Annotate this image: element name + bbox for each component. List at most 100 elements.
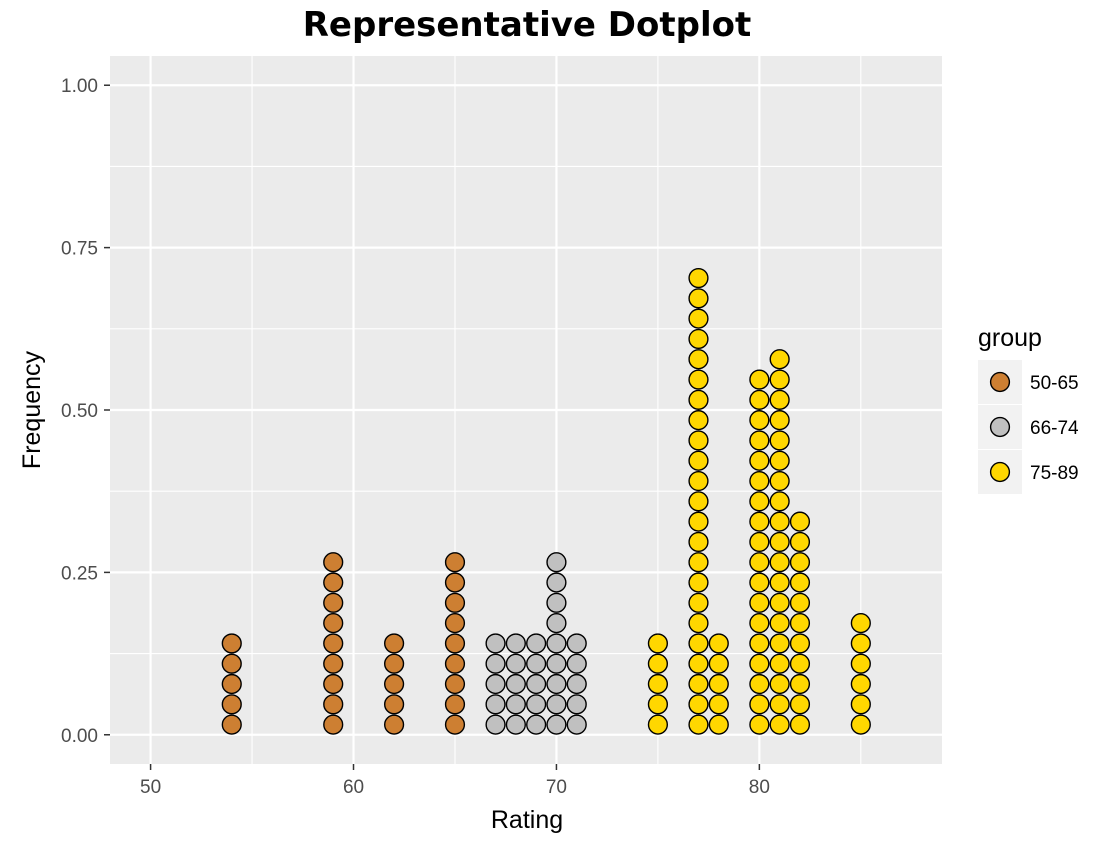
dot [769,613,790,634]
dot [749,694,770,715]
dot [769,653,790,674]
dot [769,491,790,512]
dot [566,653,587,674]
dot [647,714,669,735]
dot [749,673,770,695]
dot [688,633,709,654]
x-tick-label: 60 [343,777,364,798]
legend: group 50-65 66-74 75-89 [978,324,1079,494]
dot [769,592,790,613]
dot [505,714,526,735]
dot [566,714,587,735]
dot [688,328,709,350]
legend-label: 50-65 [1030,373,1079,394]
dot [688,410,709,431]
dot [769,470,790,492]
dot [383,653,405,674]
dot [323,572,344,593]
dot [850,633,871,654]
x-tick-label: 50 [140,777,161,798]
dot [749,389,770,410]
dot [444,653,466,674]
dot [546,552,567,573]
dot [647,673,669,695]
dot [850,613,871,634]
dot [789,572,811,593]
dot [769,714,790,735]
dot [566,633,587,654]
y-axis-title: Frequency [18,350,46,469]
dot [749,572,770,593]
dot [769,450,790,471]
legend-label: 75-89 [1030,463,1079,484]
dot [566,673,587,695]
dot [708,653,729,674]
dot [546,633,567,654]
dot [749,613,770,634]
dot [688,694,709,715]
dot [688,613,709,634]
dot [383,694,405,715]
dot [749,450,770,471]
dot [688,491,709,512]
dot [505,694,526,715]
dot [505,653,526,674]
axes: 50 60 70 80 0.00 0.25 0.50 0.75 1.00 [61,76,770,798]
dot [688,552,709,573]
dot [485,673,506,695]
legend-label: 66-74 [1030,418,1079,439]
dot [485,694,506,715]
dot [444,613,466,634]
dot [769,694,790,715]
dot [708,714,729,735]
dot [749,430,770,451]
dot [688,653,709,674]
dots-layer [221,267,871,735]
y-tick-label: 1.00 [61,76,98,97]
dot [221,714,242,735]
dot [749,410,770,431]
dot [769,531,790,553]
dot [444,673,466,695]
dot [647,653,669,674]
dot [789,714,811,735]
dot [769,430,790,451]
dot [526,714,547,735]
dot [688,267,709,289]
dot [850,714,871,735]
dot [221,673,242,695]
y-tick-label: 0.50 [61,401,98,422]
dot [688,308,709,329]
dot [749,511,770,532]
dot [323,613,344,634]
dot [444,572,466,593]
dot [688,369,709,390]
dot [749,592,770,613]
dot [789,653,811,674]
dot [688,511,709,532]
dot [789,694,811,715]
dot [566,694,587,715]
dot [769,369,790,390]
dot [221,694,242,715]
dot [749,633,770,654]
dot [749,653,770,674]
dot [485,714,506,735]
dot [383,714,405,735]
dot [688,430,709,451]
x-tick-label: 70 [546,777,567,798]
dot [708,633,729,654]
dot [769,349,790,370]
dot [546,572,567,593]
dot [749,531,770,553]
dot [526,694,547,715]
dot [769,673,790,695]
dot [688,470,709,492]
dot [749,369,770,390]
dot [688,531,709,553]
dot [383,673,405,695]
dot [485,633,506,654]
dot [647,694,669,715]
dot [789,633,811,654]
